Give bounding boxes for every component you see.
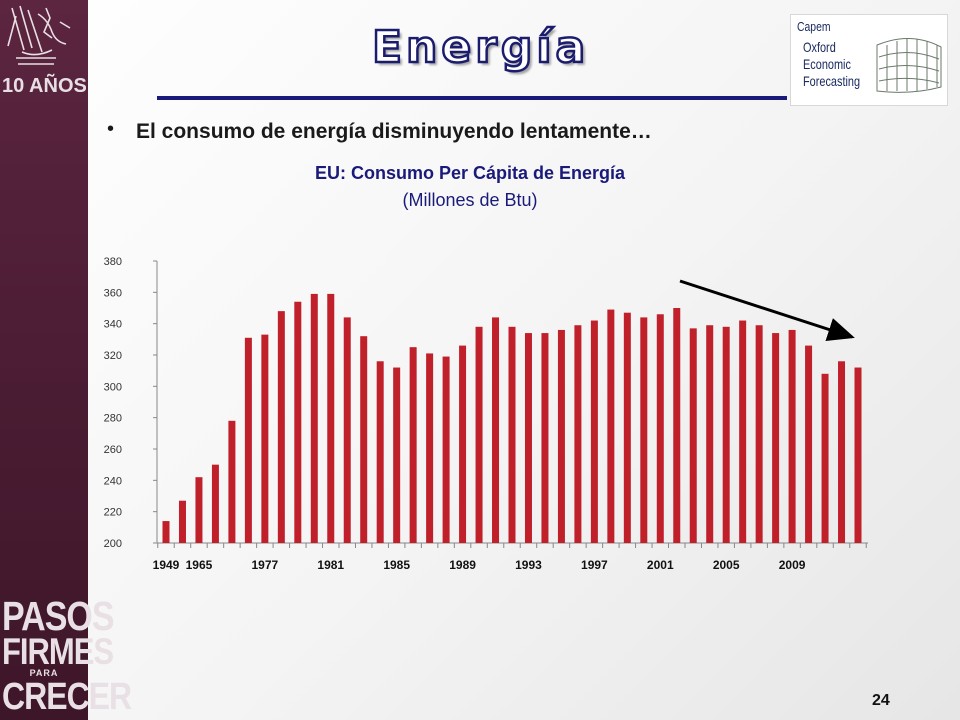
pasos-logo-line3: PARA xyxy=(29,668,59,678)
y-tick-label: 380 xyxy=(104,256,122,268)
bar xyxy=(393,367,401,543)
x-tick-label: 1985 xyxy=(383,558,410,572)
x-tick-label: 1989 xyxy=(449,558,476,572)
trend-arrow xyxy=(679,279,855,341)
bar xyxy=(211,464,219,543)
x-tick-label: 1965 xyxy=(186,558,213,572)
y-tick-label: 220 xyxy=(104,507,122,519)
bar xyxy=(706,325,714,543)
y-tick-label: 200 xyxy=(104,538,122,550)
bar xyxy=(261,334,269,543)
chart-subtitle: (Millones de Btu) xyxy=(402,190,538,210)
bar xyxy=(755,325,763,543)
colosseum-graphic xyxy=(876,37,942,93)
bar xyxy=(788,329,796,543)
bar xyxy=(640,317,648,543)
bar xyxy=(673,308,681,543)
capem-logo-line2: Economic xyxy=(803,56,851,72)
y-tick-label: 340 xyxy=(104,319,122,331)
bar xyxy=(838,361,846,543)
bar xyxy=(722,326,730,543)
title-underline xyxy=(157,96,787,100)
x-tick-label: 2005 xyxy=(713,558,740,572)
bar xyxy=(409,347,417,543)
bar xyxy=(310,293,318,543)
y-tick-label: 360 xyxy=(104,287,122,299)
anniversary-logo-text: 10 AÑOS xyxy=(2,74,86,97)
bar xyxy=(854,367,862,543)
capem-logo-line1: Oxford xyxy=(803,39,836,55)
bar xyxy=(244,337,252,543)
page-number: 24 xyxy=(872,692,890,709)
x-tick-label: 1981 xyxy=(317,558,344,572)
bar xyxy=(821,373,829,543)
bar xyxy=(805,345,813,543)
bar xyxy=(327,293,335,543)
bar xyxy=(343,317,351,543)
bar xyxy=(178,500,186,543)
bar xyxy=(376,361,384,543)
bar xyxy=(228,420,236,543)
bar xyxy=(656,314,664,543)
bullet-icon: • xyxy=(107,118,115,140)
slide-title: Energía xyxy=(371,21,590,75)
y-tick-label: 260 xyxy=(104,444,122,456)
bar xyxy=(459,345,467,543)
anniversary-logo: 10 AÑOS xyxy=(2,5,86,97)
bar xyxy=(590,320,598,543)
x-tick-label: 1993 xyxy=(515,558,542,572)
bar xyxy=(508,326,516,543)
bar xyxy=(574,325,582,543)
x-tick-label: 1977 xyxy=(252,558,279,572)
x-tick-label: 1997 xyxy=(581,558,608,572)
bar xyxy=(277,311,285,543)
chart-title: EU: Consumo Per Cápita de Energía xyxy=(314,163,626,183)
bar xyxy=(426,353,434,543)
y-tick-label: 280 xyxy=(104,413,122,425)
bar xyxy=(492,317,500,543)
y-tick-label: 320 xyxy=(104,350,122,362)
capem-logo-text: Oxford Economic Forecasting xyxy=(803,39,860,90)
capem-logo-line3: Forecasting xyxy=(803,73,861,89)
bar xyxy=(195,477,203,543)
x-tick-label: 2001 xyxy=(647,558,674,572)
bar xyxy=(607,309,615,543)
capem-oxford-logo: Capem Oxford Economic Forecasting xyxy=(790,14,948,106)
y-tick-label: 300 xyxy=(104,381,122,393)
y-tick-label: 240 xyxy=(104,475,122,487)
bar xyxy=(541,333,549,543)
x-tick-label: 2009 xyxy=(779,558,806,572)
bar xyxy=(772,333,780,543)
bullet-text: El consumo de energía disminuyendo lenta… xyxy=(136,120,652,143)
bar xyxy=(623,312,631,543)
bar xyxy=(442,356,450,543)
bar xyxy=(524,333,532,543)
bar xyxy=(475,326,483,543)
bar xyxy=(689,328,697,543)
x-tick-label: 1949 xyxy=(153,558,180,572)
bar xyxy=(739,320,747,543)
bar xyxy=(162,521,170,543)
capem-logo-brand: Capem xyxy=(797,19,831,34)
bar xyxy=(294,301,302,543)
bar xyxy=(360,336,368,543)
bar xyxy=(557,329,565,543)
